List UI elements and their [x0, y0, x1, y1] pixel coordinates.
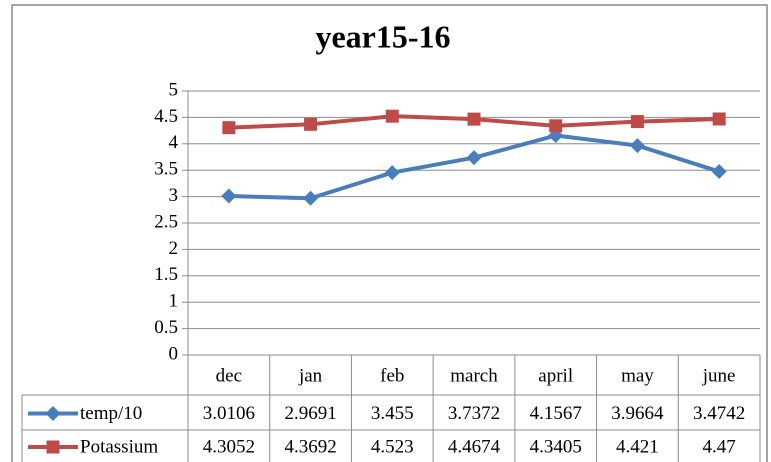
legend-marker — [45, 406, 61, 421]
x-tick-label: jan — [298, 365, 323, 386]
table-value: 3.455 — [371, 403, 414, 424]
data-point — [222, 121, 236, 135]
x-tick-label: feb — [380, 365, 404, 386]
table-value: 3.7372 — [448, 403, 500, 424]
data-point — [385, 109, 399, 123]
table-value: 4.523 — [371, 436, 414, 457]
table-value: 3.9664 — [611, 403, 664, 424]
chart-frame — [11, 4, 768, 462]
y-tick-label: 4 — [169, 132, 179, 153]
table-value: 4.421 — [616, 436, 659, 457]
y-tick-label: 1 — [169, 291, 179, 312]
table-value: 4.47 — [703, 436, 736, 457]
x-tick-label: june — [702, 365, 736, 386]
data-point — [630, 115, 644, 129]
x-tick-label: march — [450, 365, 498, 386]
table-value: 3.4742 — [693, 403, 745, 424]
y-tick-label: 5 — [169, 79, 179, 100]
legend-label: Potassium — [80, 436, 158, 457]
data-point — [711, 164, 727, 180]
y-tick-label: 2.5 — [154, 211, 178, 232]
data-point — [221, 188, 237, 204]
y-tick-label: 0.5 — [154, 317, 178, 338]
y-tick-label: 2 — [169, 238, 179, 259]
table-value: 4.3692 — [284, 436, 336, 457]
legend-label: temp/10 — [80, 403, 142, 424]
y-tick-label: 1.5 — [154, 264, 178, 285]
y-tick-label: 4.5 — [154, 106, 178, 127]
table-value: 3.0106 — [203, 403, 255, 424]
table-value: 4.3405 — [530, 436, 582, 457]
x-tick-label: april — [538, 365, 573, 386]
data-point — [303, 190, 319, 206]
data-point — [304, 117, 318, 131]
data-point — [384, 165, 400, 181]
x-tick-label: dec — [216, 365, 242, 386]
table-value: 4.4674 — [448, 436, 501, 457]
table-value: 4.3052 — [203, 436, 255, 457]
data-point — [549, 119, 563, 133]
table-value: 4.1567 — [530, 403, 582, 424]
y-tick-label: 3.5 — [154, 159, 178, 180]
table-value: 2.9691 — [284, 403, 336, 424]
data-point — [467, 112, 481, 126]
data-point — [629, 138, 645, 154]
y-tick-label: 0 — [169, 343, 179, 364]
data-point — [466, 150, 482, 166]
x-tick-label: may — [621, 365, 654, 386]
chart-title: year15-16 — [315, 18, 450, 54]
legend-marker — [46, 440, 60, 454]
y-tick-label: 3 — [169, 185, 179, 206]
data-point — [712, 112, 726, 126]
